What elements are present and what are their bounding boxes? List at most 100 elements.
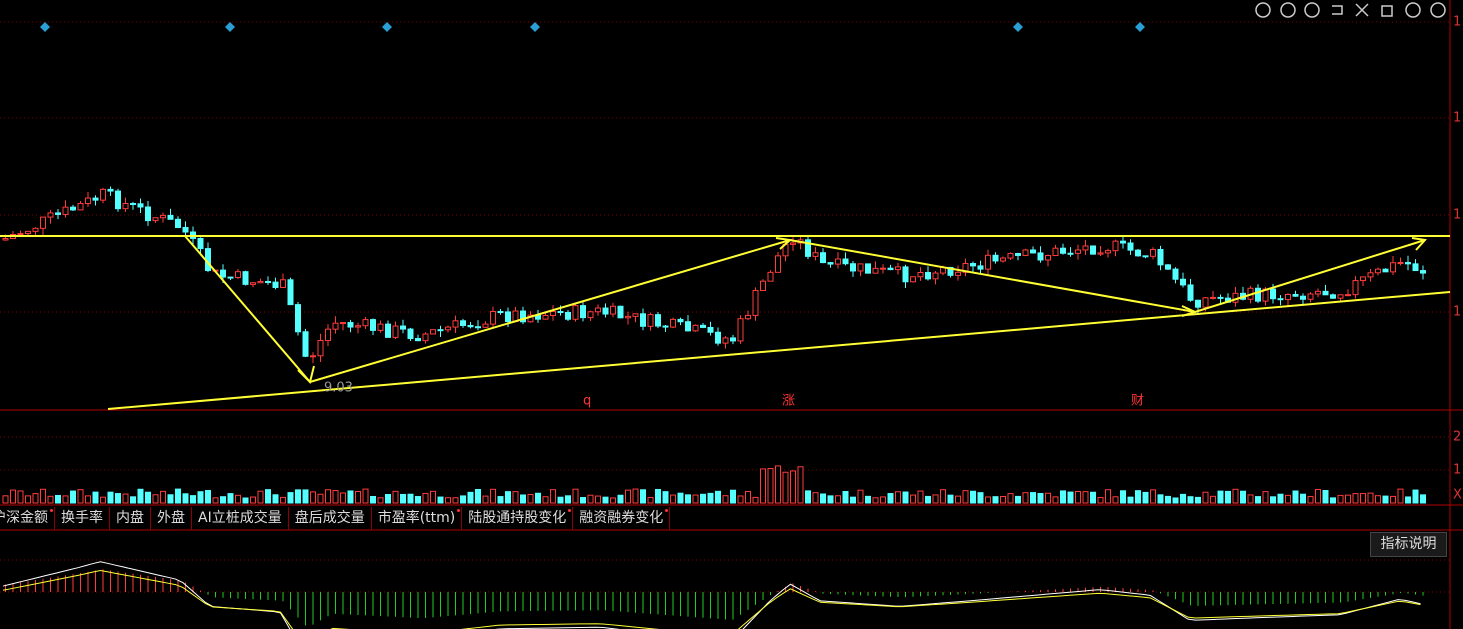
bar: [92, 197, 99, 201]
bar: [1165, 495, 1171, 504]
bar: [205, 490, 211, 504]
bar: [107, 188, 114, 192]
bar: [790, 242, 796, 245]
bar: [520, 310, 526, 323]
tab[interactable]: 沪深金额: [0, 507, 55, 530]
bar: [152, 217, 159, 222]
bar: [1157, 494, 1164, 504]
tab[interactable]: AI立桩成交量: [192, 507, 289, 530]
bar: [872, 267, 879, 274]
bar: [902, 266, 909, 283]
bar: [62, 495, 69, 504]
bar: [850, 263, 856, 272]
bar: [17, 233, 24, 236]
bar: [137, 203, 144, 208]
bar: [77, 489, 84, 504]
bar: [707, 492, 714, 504]
bar: [1000, 496, 1006, 504]
bar: [640, 489, 646, 504]
bar: [1307, 293, 1314, 300]
bar: [895, 491, 901, 504]
tab[interactable]: 内盘: [110, 507, 151, 530]
tab-label[interactable]: 沪深金额: [0, 510, 48, 526]
bar: [25, 230, 31, 235]
tab-label[interactable]: 外盘: [157, 510, 185, 526]
bar: [32, 493, 39, 504]
bar: [47, 212, 54, 218]
bar: [430, 490, 436, 504]
bar: [310, 355, 316, 358]
bar: [887, 493, 894, 504]
tab-label[interactable]: 内盘: [116, 510, 144, 526]
bar: [737, 495, 744, 504]
bar: [812, 492, 819, 504]
bar: [347, 490, 354, 504]
bar: [977, 265, 984, 270]
bar: [370, 495, 376, 504]
bar: [722, 337, 729, 344]
bar: [730, 489, 736, 504]
bar: [610, 497, 616, 504]
bar: [655, 488, 661, 504]
bar: [505, 491, 511, 504]
bar: [865, 495, 871, 504]
bar: [1232, 488, 1239, 504]
tab[interactable]: 盘后成交量: [289, 507, 372, 530]
bar: [670, 318, 676, 328]
tab-label[interactable]: 换手率: [61, 510, 103, 526]
tab-label[interactable]: AI立桩成交量: [198, 510, 282, 526]
bar: [947, 494, 954, 504]
bar: [790, 470, 796, 504]
tab-label[interactable]: 陆股通持股变化: [468, 510, 567, 526]
tab-label[interactable]: 盘后成交量: [294, 510, 365, 526]
dot: [665, 509, 669, 512]
tab-label[interactable]: 融资融券变化: [579, 510, 664, 526]
bar: [595, 495, 601, 504]
bar: [1405, 262, 1411, 265]
bar: [55, 494, 61, 504]
bar: [1187, 496, 1194, 504]
bar: [392, 490, 399, 504]
tab[interactable]: 陆股通持股变化: [462, 507, 574, 530]
bar: [917, 272, 924, 278]
bar: [482, 323, 489, 328]
bar: [812, 252, 819, 257]
tab[interactable]: 融资融券变化: [573, 507, 671, 530]
bar: [745, 314, 751, 320]
tab[interactable]: 外盘: [151, 507, 192, 530]
tab[interactable]: 市盈率(ttm): [372, 507, 463, 530]
bar: [317, 340, 324, 357]
bar: [662, 325, 669, 328]
bar: [1097, 496, 1104, 504]
bar: [565, 311, 571, 320]
bar: [407, 328, 414, 340]
bar: [445, 497, 451, 504]
toolbar[interactable]: [1255, 2, 1446, 18]
bar: [167, 214, 174, 220]
bar: [497, 496, 504, 504]
bar: [355, 325, 361, 328]
bar: [220, 269, 226, 278]
axis-label: X: [1453, 488, 1462, 503]
bar: [925, 495, 931, 504]
marker: 涨: [782, 394, 795, 409]
tab[interactable]: 换手率: [55, 507, 110, 530]
bar: [1105, 489, 1111, 504]
bar: [1412, 489, 1419, 504]
bar: [1270, 496, 1276, 504]
bar: [842, 258, 849, 265]
bar: [32, 227, 39, 232]
bar: [1150, 248, 1156, 257]
bar: [1007, 253, 1014, 259]
axis-label: 1: [1453, 111, 1461, 126]
bar: [947, 266, 954, 276]
bar: [1337, 494, 1344, 504]
bar: [1255, 287, 1261, 302]
bar: [145, 206, 151, 222]
bar: [955, 271, 961, 276]
tab-label[interactable]: 市盈率(ttm): [377, 510, 456, 526]
bar: [820, 252, 826, 264]
button[interactable]: 指标说明: [1370, 532, 1447, 557]
bar: [1307, 495, 1314, 504]
bar: [1337, 294, 1344, 299]
